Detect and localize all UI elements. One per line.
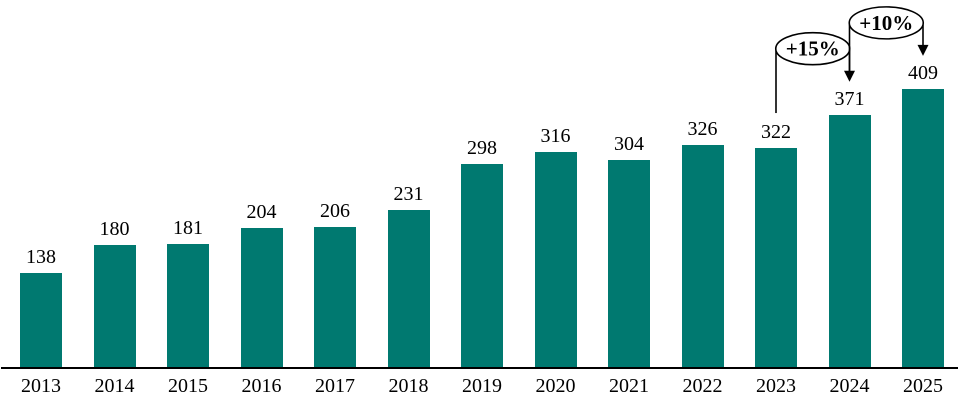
bar-2019 bbox=[461, 164, 503, 367]
bar-value-label-2020: 316 bbox=[540, 125, 571, 148]
annotation-label: +15% bbox=[786, 37, 840, 61]
bar-value-label-2014: 180 bbox=[99, 217, 130, 240]
bar-2016 bbox=[240, 228, 283, 367]
x-tick-label-2018: 2018 bbox=[388, 375, 429, 397]
bar-value-label-2018: 231 bbox=[393, 182, 424, 205]
x-tick-label-2019: 2019 bbox=[462, 375, 502, 397]
bar-value-label-2016: 204 bbox=[246, 201, 277, 224]
bar-2013 bbox=[20, 273, 62, 367]
annotation-oval bbox=[848, 6, 925, 40]
bar-2014 bbox=[93, 244, 136, 367]
x-tick-label-2020: 2020 bbox=[535, 375, 576, 397]
bar-value-label-2021: 304 bbox=[614, 133, 644, 156]
x-tick-label-2014: 2014 bbox=[94, 375, 135, 397]
x-tick-label-2023: 2023 bbox=[756, 375, 796, 397]
x-tick-label-2025: 2025 bbox=[903, 375, 943, 397]
x-tick-label-2021: 2021 bbox=[609, 375, 649, 397]
bar-value-label-2022: 326 bbox=[687, 118, 718, 141]
x-tick-label-2024: 2024 bbox=[829, 375, 870, 397]
bar-value-label-2019: 298 bbox=[467, 137, 497, 160]
arrow-down-icon bbox=[917, 44, 929, 56]
bar-2018 bbox=[387, 209, 430, 367]
annotation-label: +10% bbox=[859, 11, 913, 35]
bar-value-label-2024: 371 bbox=[834, 87, 865, 110]
bar-2021 bbox=[608, 160, 650, 367]
x-tick-label-2016: 2016 bbox=[241, 375, 282, 397]
bar-value-label-2013: 138 bbox=[26, 246, 56, 269]
bar-2020 bbox=[534, 152, 577, 367]
bar-2023 bbox=[755, 148, 797, 367]
annotation-oval bbox=[774, 31, 851, 66]
x-tick-label-2022: 2022 bbox=[682, 375, 723, 397]
bar-2017 bbox=[314, 226, 356, 367]
bar-value-label-2023: 322 bbox=[761, 121, 791, 144]
arrow-down-icon bbox=[844, 70, 855, 82]
bar-value-label-2017: 206 bbox=[320, 199, 350, 222]
bar-2022 bbox=[681, 145, 724, 367]
x-axis-line bbox=[1, 367, 958, 369]
x-tick-label-2015: 2015 bbox=[168, 375, 208, 397]
x-tick-label-2017: 2017 bbox=[315, 375, 355, 397]
bar-2024 bbox=[828, 114, 871, 367]
bar-value-label-2025: 409 bbox=[908, 61, 938, 84]
bar-2025 bbox=[902, 88, 944, 367]
x-tick-label-2013: 2013 bbox=[21, 375, 61, 397]
bar-value-label-2015: 181 bbox=[173, 216, 203, 239]
bar-2015 bbox=[167, 243, 209, 367]
